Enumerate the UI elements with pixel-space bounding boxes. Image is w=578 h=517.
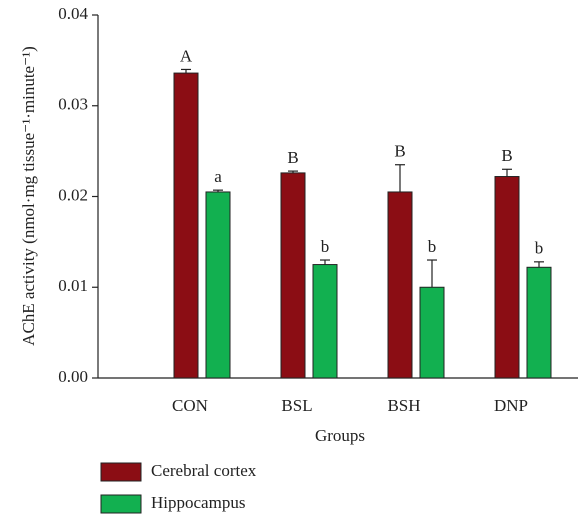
bar <box>526 266 552 379</box>
legend-label: Cerebral cortex <box>151 461 257 480</box>
legend-swatch <box>100 462 142 482</box>
significance-label: A <box>180 46 193 65</box>
y-tick-label: 0.00 <box>58 367 88 386</box>
significance-label: b <box>428 237 437 256</box>
y-tick-label: 0.01 <box>58 276 88 295</box>
significance-label: a <box>214 167 222 186</box>
bar <box>280 172 306 379</box>
y-tick-label: 0.03 <box>58 95 88 114</box>
significance-label: b <box>321 237 330 256</box>
significance-label: b <box>535 239 544 258</box>
legend-swatch <box>100 494 142 514</box>
x-tick-label: BSL <box>281 396 312 415</box>
bar <box>419 286 445 379</box>
bar <box>173 72 199 379</box>
significance-label: B <box>501 146 512 165</box>
x-tick-label: BSH <box>387 396 420 415</box>
bar <box>205 191 231 379</box>
significance-label: B <box>394 142 405 161</box>
bar <box>312 264 338 379</box>
y-tick-label: 0.04 <box>58 4 88 23</box>
x-tick-label: CON <box>172 396 208 415</box>
bar <box>494 176 520 379</box>
x-axis-label: Groups <box>315 426 365 445</box>
legend-label: Hippocampus <box>151 493 245 512</box>
y-axis-label: AChE activity (nmol·mg tissue⁻¹·minute⁻¹… <box>19 46 38 346</box>
significance-label: B <box>287 148 298 167</box>
x-tick-label: DNP <box>494 396 528 415</box>
y-tick-label: 0.02 <box>58 185 88 204</box>
bar <box>387 191 413 379</box>
